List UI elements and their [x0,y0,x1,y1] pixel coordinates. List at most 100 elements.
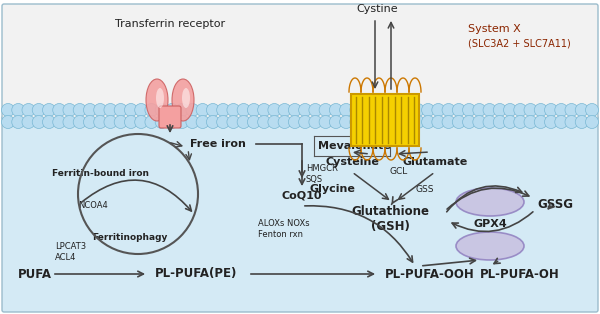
Circle shape [329,116,343,128]
Circle shape [289,116,301,128]
Circle shape [32,104,45,116]
Circle shape [186,116,199,128]
Circle shape [340,116,353,128]
Circle shape [94,104,107,116]
Circle shape [412,104,424,116]
Circle shape [94,116,107,128]
Text: GPX4: GPX4 [473,219,507,229]
Circle shape [432,116,445,128]
Circle shape [412,116,424,128]
Circle shape [186,104,199,116]
Circle shape [227,104,240,116]
Circle shape [565,116,578,128]
Text: GSS: GSS [415,185,433,193]
Circle shape [227,116,240,128]
Circle shape [63,104,76,116]
Circle shape [145,116,158,128]
Circle shape [575,116,588,128]
Circle shape [442,116,455,128]
Circle shape [319,116,332,128]
Circle shape [134,104,148,116]
Circle shape [452,116,466,128]
Circle shape [555,116,568,128]
Circle shape [217,104,230,116]
Circle shape [196,116,209,128]
Ellipse shape [456,188,524,216]
Text: Ferritin-bound iron: Ferritin-bound iron [52,170,149,178]
FancyBboxPatch shape [2,4,598,120]
Circle shape [104,116,117,128]
Circle shape [473,104,486,116]
Circle shape [340,104,353,116]
Circle shape [299,104,311,116]
Circle shape [32,116,45,128]
Circle shape [12,116,25,128]
Circle shape [524,116,537,128]
Ellipse shape [182,88,190,108]
Circle shape [524,104,537,116]
Text: (SLC3A2 + SLC7A11): (SLC3A2 + SLC7A11) [468,38,571,48]
Text: PL-PUFA(PE): PL-PUFA(PE) [155,268,238,280]
Circle shape [22,116,35,128]
Circle shape [493,116,506,128]
Circle shape [350,104,363,116]
Text: LPCAT3
ACL4: LPCAT3 ACL4 [55,242,86,262]
Circle shape [134,116,148,128]
Circle shape [391,116,404,128]
Circle shape [268,116,281,128]
FancyBboxPatch shape [351,94,419,146]
Circle shape [370,104,383,116]
Circle shape [176,104,188,116]
Circle shape [299,116,311,128]
Text: GCL: GCL [390,166,408,176]
Circle shape [503,104,517,116]
Circle shape [483,104,496,116]
Circle shape [545,104,557,116]
Circle shape [155,116,168,128]
Circle shape [206,104,220,116]
Circle shape [278,116,291,128]
Circle shape [483,116,496,128]
Circle shape [442,104,455,116]
Circle shape [53,116,66,128]
Circle shape [329,104,343,116]
Circle shape [493,104,506,116]
Text: Transferrin receptor: Transferrin receptor [115,19,225,29]
Circle shape [1,116,14,128]
Circle shape [237,104,250,116]
Circle shape [319,104,332,116]
Text: Cystine: Cystine [356,4,398,14]
Circle shape [257,116,271,128]
Circle shape [309,104,322,116]
Circle shape [391,104,404,116]
Circle shape [43,116,55,128]
Circle shape [166,104,178,116]
Circle shape [586,116,599,128]
Circle shape [432,104,445,116]
Circle shape [380,104,394,116]
Text: Glycine: Glycine [309,184,355,194]
Circle shape [473,116,486,128]
Text: Ferritinophagy: Ferritinophagy [92,232,167,241]
Circle shape [575,104,588,116]
Circle shape [124,116,137,128]
Ellipse shape [172,79,194,121]
Text: GSSG: GSSG [537,198,573,210]
Circle shape [73,104,86,116]
Circle shape [53,104,66,116]
Circle shape [124,104,137,116]
Circle shape [422,116,434,128]
Circle shape [22,104,35,116]
Circle shape [43,104,55,116]
Circle shape [83,116,97,128]
Circle shape [206,116,220,128]
Circle shape [514,116,527,128]
Text: System X: System X [468,24,521,34]
Circle shape [104,104,117,116]
Text: Glutamate: Glutamate [403,157,467,167]
Circle shape [463,104,476,116]
Circle shape [360,104,373,116]
Text: Glutathione
(GSH): Glutathione (GSH) [351,205,429,233]
Circle shape [545,116,557,128]
Text: CoQ10: CoQ10 [282,191,322,201]
